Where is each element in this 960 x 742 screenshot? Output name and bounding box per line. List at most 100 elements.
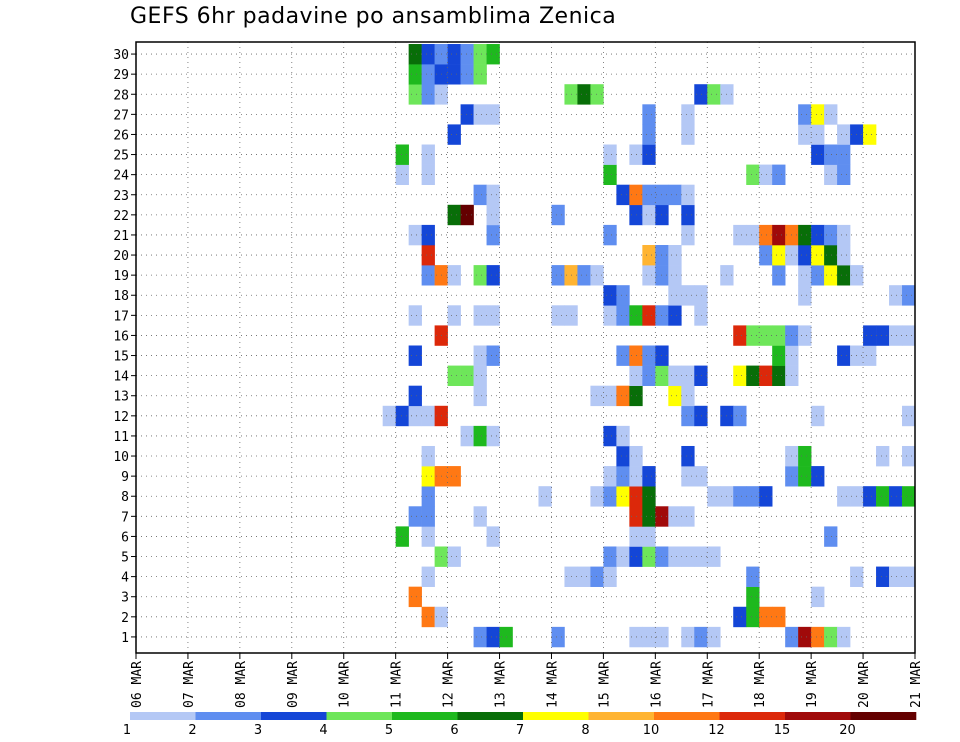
heatmap-cell (811, 245, 825, 266)
heatmap-cell (421, 526, 435, 547)
heatmap-cell (863, 124, 877, 145)
legend-swatch (195, 712, 262, 720)
heatmap-cell (733, 606, 747, 628)
x-tick-label: 13 MAR (494, 661, 509, 708)
heatmap-cell (447, 365, 461, 386)
heatmap-cell (421, 144, 435, 165)
color-legend: 1 2 3 4 5 6 7 8 10 12 15 20 (123, 712, 917, 738)
heatmap-cell (590, 385, 604, 407)
heatmap-cell (772, 164, 786, 185)
y-tick-label: 16 (113, 329, 129, 344)
heatmap-cell (681, 466, 695, 487)
heatmap-cell (421, 506, 435, 527)
legend-swatch (326, 712, 393, 720)
heatmap-cell (590, 84, 604, 105)
heatmap-cell (772, 606, 786, 628)
heatmap-cell (616, 305, 630, 326)
heatmap-cell (707, 626, 721, 648)
x-tick-label: 08 MAR (234, 661, 249, 708)
heatmap-cell (681, 385, 695, 407)
heatmap-cell (603, 566, 617, 587)
heatmap-cell (395, 405, 409, 427)
legend-swatch (130, 712, 196, 720)
heatmap-cell (421, 84, 435, 105)
legend-label: 15 (774, 723, 791, 738)
heatmap-cell (733, 486, 747, 507)
heatmap-cell (837, 224, 851, 246)
heatmap-cell (824, 224, 838, 246)
heatmap-cell (746, 586, 760, 608)
heatmap-cell (811, 466, 825, 487)
heatmap-cell (447, 204, 461, 226)
heatmap-cell (460, 104, 474, 125)
heatmap-cell (681, 445, 695, 467)
heatmap-cell (863, 325, 877, 346)
legend-label: 10 (643, 723, 660, 738)
heatmap-cell (681, 224, 695, 246)
y-tick-label: 7 (121, 510, 129, 525)
heatmap-cell (408, 44, 422, 65)
heatmap-cell (642, 144, 656, 165)
legend-label: 6 (450, 723, 458, 738)
heatmap-cell (395, 144, 409, 165)
legend-label: 12 (708, 723, 725, 738)
heatmap-cell (616, 486, 630, 507)
x-tick-label: 14 MAR (546, 661, 561, 708)
x-tick-label: 09 MAR (286, 661, 301, 708)
heatmap-cell (707, 84, 721, 105)
heatmap-cell (642, 526, 656, 547)
heatmap-cell (473, 385, 487, 407)
heatmap-cell (824, 104, 838, 125)
heatmap-cell (798, 626, 812, 648)
heatmap-cell (889, 566, 903, 587)
heatmap-cell (837, 124, 851, 145)
heatmap-cell (681, 626, 695, 648)
heatmap-cell (642, 466, 656, 487)
heatmap-cell (772, 345, 786, 366)
heatmap-cell (421, 606, 435, 628)
heatmap-cell (460, 425, 474, 447)
heatmap-cell (811, 586, 825, 608)
y-tick-label: 14 (113, 370, 129, 385)
heatmap-cell (577, 84, 591, 105)
heatmap-cell (889, 325, 903, 346)
heatmap-cell (681, 546, 695, 567)
heatmap-cell (798, 445, 812, 467)
heatmap-cell (447, 64, 461, 85)
heatmap-cell (603, 305, 617, 326)
y-tick-label: 5 (121, 551, 129, 566)
heatmap-cell (473, 44, 487, 65)
heatmap-cell (408, 405, 422, 427)
heatmap-cell (473, 184, 487, 206)
y-tick-label: 18 (113, 289, 129, 304)
legend-swatch (654, 712, 720, 720)
heatmap-cell (902, 486, 916, 507)
legend-swatch (392, 712, 458, 720)
heatmap-cell (421, 245, 435, 266)
heatmap-cell (876, 486, 890, 507)
legend-label: 2 (188, 723, 196, 738)
x-tick-label: 06 MAR (130, 661, 145, 708)
legend-label: 3 (254, 723, 262, 738)
heatmap-cell (421, 405, 435, 427)
heatmap-cell (681, 506, 695, 527)
heatmap-cell (811, 405, 825, 427)
heatmap-cell (746, 606, 760, 628)
heatmap-cell (421, 486, 435, 507)
heatmap-cell (694, 305, 708, 326)
heatmap-cell (707, 486, 721, 507)
heatmap-cell (824, 626, 838, 648)
y-tick-label: 11 (113, 430, 129, 445)
heatmap-cell (382, 405, 396, 427)
y-tick-label: 21 (113, 229, 129, 244)
heatmap-cell (447, 124, 461, 145)
y-tick-label: 4 (121, 571, 129, 586)
heatmap-cell (421, 44, 435, 65)
heatmap-cell (486, 204, 500, 226)
heatmap-cell (642, 204, 656, 226)
heatmap-cell (395, 164, 409, 185)
heatmap-cell (460, 365, 474, 386)
legend-label: 5 (385, 723, 393, 738)
heatmap-cell (616, 466, 630, 487)
